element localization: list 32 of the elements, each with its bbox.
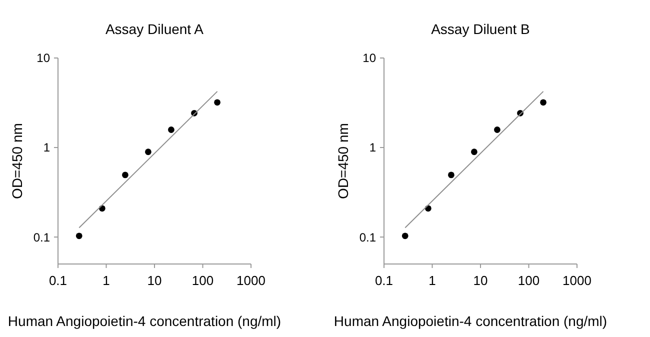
point	[402, 232, 408, 240]
x-axis-title: Human Angiopoietin-4 concentration (ng/ml)	[334, 313, 608, 329]
y-tick-label: 1	[43, 140, 50, 155]
y-tick-label: 0.1	[359, 230, 376, 244]
point	[76, 232, 82, 240]
y-axis-title: OD=450 nm	[9, 123, 25, 199]
y-tick-label: 10	[362, 51, 376, 66]
chart-title: Assay Diluent A	[105, 21, 204, 37]
x-tick-label: 10	[147, 273, 162, 288]
y-axis-title: OD=450 nm	[335, 123, 351, 199]
point	[540, 99, 546, 106]
point	[448, 172, 454, 178]
x-tick-label: 1	[428, 273, 436, 288]
point	[214, 99, 220, 106]
x-tick-label: 1	[102, 273, 110, 288]
x-axis-title: Human Angiopoietin-4 concentration (ng/ml)	[8, 313, 282, 329]
y-tick-label: 1	[369, 140, 376, 155]
point	[122, 172, 128, 178]
x-tick-label: 100	[192, 273, 214, 288]
point	[144, 148, 152, 156]
point	[168, 126, 174, 133]
point	[494, 126, 500, 133]
x-tick-label: 100	[518, 273, 540, 288]
x-tick-label: 0.1	[48, 273, 68, 288]
y-tick-label: 0.1	[33, 230, 50, 244]
x-tick-label: 10	[473, 273, 488, 288]
x-tick-label: 0.1	[374, 273, 394, 288]
point	[470, 148, 478, 156]
x-tick-label: 1000	[236, 273, 266, 288]
y-tick-label: 10	[36, 51, 50, 66]
chart-title: Assay Diluent B	[431, 21, 530, 37]
x-tick-label: 1000	[562, 273, 592, 288]
